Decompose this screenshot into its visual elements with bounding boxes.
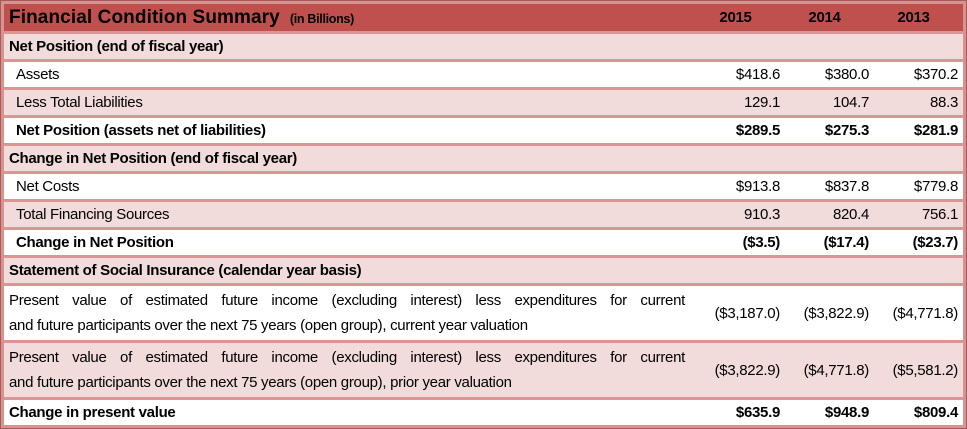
value-cell-2014: 104.7 xyxy=(832,94,869,111)
value-cell-2013: 756.1 xyxy=(921,206,958,223)
row-change-in-net-position: Change in Net Position ($3.5) ($17.4) ($… xyxy=(4,230,963,258)
row-label: Total Financing Sources xyxy=(16,206,170,223)
row-net-costs: Net Costs $913.8 $837.8 $779.8 xyxy=(4,174,963,202)
year-column-header-2013: 2013 xyxy=(897,9,930,26)
value-cell-2014: ($3,822.9) xyxy=(803,304,870,322)
value-cell-2014: $837.8 xyxy=(824,178,869,195)
row-total-financing-sources: Total Financing Sources 910.3 820.4 756.… xyxy=(4,202,963,230)
row-label: Less Total Liabilities xyxy=(16,94,143,111)
value-cell-2014: ($4,771.8) xyxy=(803,361,870,379)
row-label-line2: and future participants over the next 75… xyxy=(9,317,528,334)
value-cell-2015: ($3.5) xyxy=(742,234,781,251)
value-cell-2013: $779.8 xyxy=(913,178,958,195)
section-heading-label: Change in Net Position (end of fiscal ye… xyxy=(9,150,297,167)
row-label: Present value of estimated future income… xyxy=(4,343,691,397)
value-cell-2015: ($3,187.0) xyxy=(714,304,781,322)
row-present-value-current-year: Present value of estimated future income… xyxy=(4,286,963,343)
value-cell-2015: $913.8 xyxy=(735,178,780,195)
row-label-line2: and future participants over the next 75… xyxy=(9,374,512,391)
value-cell-2015: ($3,822.9) xyxy=(714,361,781,379)
units-label: (in Billions) xyxy=(289,11,354,26)
value-cell-2014: $948.9 xyxy=(824,404,869,421)
row-assets: Assets $418.6 $380.0 $370.2 xyxy=(4,62,963,90)
value-cell-2014: ($17.4) xyxy=(823,234,870,251)
table-title: Financial Condition Summary xyxy=(9,6,280,28)
value-cell-2015: $418.6 xyxy=(735,66,780,83)
section-heading-change-in-net-position: Change in Net Position (end of fiscal ye… xyxy=(4,146,963,174)
row-net-position-total: Net Position (assets net of liabilities)… xyxy=(4,118,963,146)
title-cell: Financial Condition Summary (in Billions… xyxy=(4,4,691,31)
value-cell-2013: 88.3 xyxy=(930,94,958,111)
value-cell-2014: 820.4 xyxy=(832,206,869,223)
row-present-value-prior-year: Present value of estimated future income… xyxy=(4,343,963,400)
value-cell-2013: $370.2 xyxy=(913,66,958,83)
value-cell-2015: $635.9 xyxy=(735,404,780,421)
section-heading-net-position: Net Position (end of fiscal year) xyxy=(4,34,963,62)
year-column-header-2015: 2015 xyxy=(719,9,752,26)
row-label: Assets xyxy=(16,66,60,83)
row-label: Change in Net Position xyxy=(16,234,174,251)
value-cell-2013: $281.9 xyxy=(913,122,958,139)
value-cell-2015: 129.1 xyxy=(743,94,780,111)
row-label-line1: Present value of estimated future income… xyxy=(9,292,685,309)
value-cell-2013: ($23.7) xyxy=(912,234,959,251)
row-change-in-present-value: Change in present value $635.9 $948.9 $8… xyxy=(4,400,963,425)
value-cell-2015: $289.5 xyxy=(735,122,780,139)
value-cell-2014: $275.3 xyxy=(824,122,869,139)
value-cell-2013: ($5,581.2) xyxy=(892,361,959,379)
row-label: Net Costs xyxy=(16,178,80,195)
row-label: Net Position (assets net of liabilities) xyxy=(16,122,266,139)
section-heading-social-insurance: Statement of Social Insurance (calendar … xyxy=(4,258,963,286)
value-cell-2013: ($4,771.8) xyxy=(892,304,959,322)
value-cell-2013: $809.4 xyxy=(913,404,958,421)
section-heading-label: Net Position (end of fiscal year) xyxy=(9,38,224,55)
row-less-total-liabilities: Less Total Liabilities 129.1 104.7 88.3 xyxy=(4,90,963,118)
row-label-line1: Present value of estimated future income… xyxy=(9,349,685,366)
year-column-header-2014: 2014 xyxy=(808,9,841,26)
value-cell-2014: $380.0 xyxy=(824,66,869,83)
row-label: Present value of estimated future income… xyxy=(4,286,691,340)
row-label: Change in present value xyxy=(9,404,176,421)
section-heading-label: Statement of Social Insurance (calendar … xyxy=(9,262,362,279)
header-row: Financial Condition Summary (in Billions… xyxy=(4,4,963,34)
value-cell-2015: 910.3 xyxy=(743,206,780,223)
